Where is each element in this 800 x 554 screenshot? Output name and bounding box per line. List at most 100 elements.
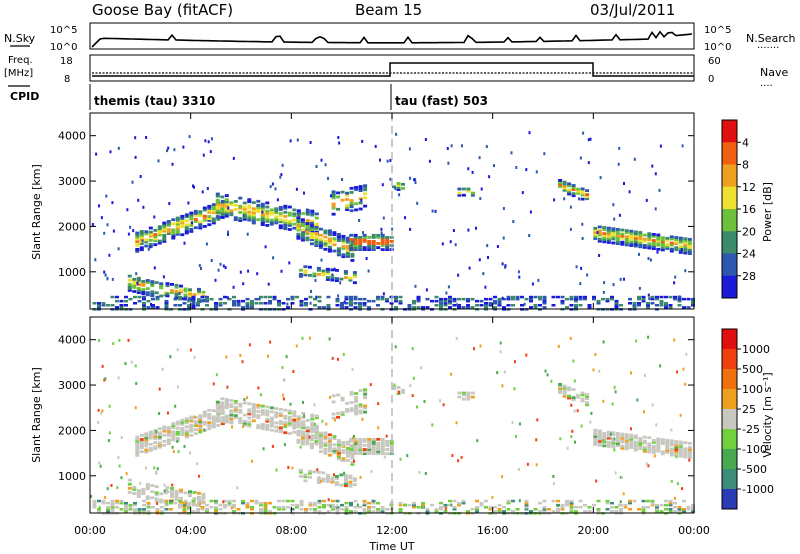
heatmap-cell — [184, 429, 189, 433]
heatmap-cell — [278, 224, 283, 228]
heatmap-cell — [638, 437, 643, 440]
heatmap-cell — [336, 441, 341, 444]
heatmap-cell — [153, 235, 158, 238]
heatmap-cell — [656, 437, 661, 441]
heatmap-cell — [211, 425, 216, 429]
heatmap-cell — [669, 443, 674, 447]
heatmap-cell — [258, 297, 261, 301]
velocity-heatmap — [90, 317, 695, 515]
heatmap-cell — [166, 220, 171, 223]
heatmap-cell — [162, 225, 167, 229]
heatmap-cell — [651, 403, 654, 407]
heatmap-cell — [488, 508, 493, 511]
heatmap-cell — [207, 140, 210, 144]
heatmap-cell — [241, 306, 245, 309]
heatmap-cell — [580, 191, 585, 195]
heatmap-cell — [332, 231, 337, 234]
heatmap-cell — [371, 499, 376, 503]
colorbar-tick-label: 1000 — [742, 343, 770, 356]
heatmap-cell — [362, 437, 367, 441]
heatmap-cell — [200, 267, 202, 270]
heatmap-cell — [524, 506, 529, 509]
heatmap-cell — [215, 402, 220, 406]
heatmap-cell — [296, 224, 301, 228]
heatmap-cell — [215, 200, 220, 204]
heatmap-cell — [159, 286, 164, 290]
heatmap-cell — [551, 510, 556, 513]
heatmap-cell — [362, 246, 367, 249]
heatmap-cell — [153, 447, 158, 451]
heatmap-cell — [175, 422, 180, 426]
heatmap-cell — [263, 508, 268, 511]
heatmap-cell — [602, 232, 607, 235]
heatmap-cell — [434, 508, 439, 511]
heatmap-cell — [269, 208, 274, 212]
heatmap-cell — [401, 182, 405, 186]
heatmap-cell — [223, 295, 227, 299]
heatmap-cell — [238, 219, 243, 222]
heatmap-cell — [327, 176, 329, 180]
heatmap-cell — [523, 302, 526, 306]
heatmap-cell — [389, 159, 392, 162]
heatmap-cell — [332, 447, 337, 451]
heatmap-cell — [371, 242, 376, 245]
heatmap-cell — [305, 419, 310, 422]
heatmap-cell — [595, 479, 598, 483]
heatmap-cell — [238, 417, 243, 420]
heatmap-cell — [349, 203, 354, 206]
colorbar-swatch — [722, 449, 737, 470]
heatmap-cell — [336, 411, 341, 415]
heatmap-cell — [136, 489, 141, 492]
heatmap-cell — [263, 506, 268, 509]
heatmap-cell — [289, 402, 292, 406]
heatmap-cell — [338, 141, 341, 145]
heatmap-cell — [229, 405, 234, 408]
heatmap-cell — [367, 444, 372, 447]
heatmap-cell — [110, 484, 113, 487]
heatmap-cell — [349, 238, 354, 241]
heatmap-cell — [301, 420, 306, 423]
heatmap-cell — [629, 231, 634, 235]
heatmap-cell — [340, 411, 345, 414]
heatmap-cell — [162, 227, 167, 231]
heatmap-cell — [668, 501, 673, 505]
heatmap-cell — [334, 418, 336, 422]
heatmap-cell — [629, 240, 634, 243]
heatmap-cell — [150, 290, 155, 294]
heatmap-cell — [304, 304, 308, 307]
heatmap-cell — [198, 420, 203, 424]
heatmap-cell — [171, 422, 176, 426]
heatmap-cell — [475, 299, 479, 303]
heatmap-cell — [146, 503, 151, 507]
heatmap-cell — [283, 425, 288, 428]
heatmap-cell — [317, 501, 322, 505]
heatmap-cell — [670, 428, 673, 432]
heatmap-cell — [345, 448, 350, 452]
heatmap-cell — [265, 419, 270, 423]
heatmap-cell — [232, 302, 236, 305]
heatmap-cell — [135, 231, 140, 235]
heatmap-cell — [135, 441, 140, 445]
heatmap-cell — [619, 503, 623, 507]
heatmap-cell — [660, 240, 665, 244]
heatmap-cell — [648, 297, 651, 301]
heatmap-cell — [345, 246, 350, 250]
heatmap-cell — [218, 302, 223, 305]
heatmap-cell — [318, 450, 323, 453]
heatmap-cell — [188, 296, 192, 300]
heatmap-cell — [202, 216, 207, 220]
heatmap-cell — [318, 244, 323, 247]
colorbar-tick-label: -100 — [742, 443, 767, 456]
heatmap-cell — [656, 235, 661, 239]
heatmap-cell — [354, 188, 359, 191]
colorbar-swatch — [722, 409, 737, 430]
heatmap-cell — [127, 285, 132, 288]
heatmap-cell — [134, 406, 137, 410]
heatmap-cell — [312, 272, 317, 276]
heatmap-cell — [327, 239, 332, 243]
heatmap-cell — [345, 446, 350, 450]
heatmap-cell — [336, 237, 341, 240]
heatmap-cell — [269, 410, 274, 414]
heatmap-cell — [292, 226, 297, 230]
heatmap-cell — [141, 282, 146, 285]
